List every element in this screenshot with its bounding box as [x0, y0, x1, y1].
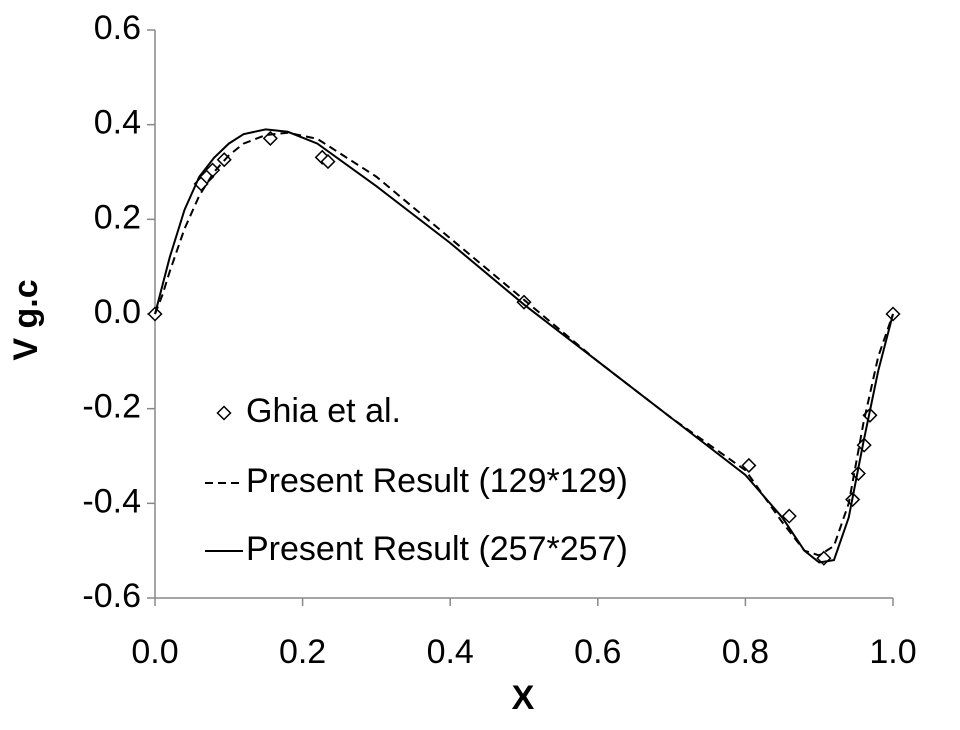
data-point — [314, 149, 330, 165]
y-axis-title: V g.c — [7, 279, 45, 360]
y-tick-label: -0.6 — [82, 577, 141, 615]
data-point — [516, 294, 532, 310]
legend-marker — [216, 405, 232, 421]
data-point — [741, 457, 757, 474]
legend-label: Present Result (257*257) — [246, 530, 628, 568]
legend-label: Present Result (129*129) — [246, 462, 628, 500]
y-tick-label: 0.6 — [94, 9, 141, 47]
x-tick-label: 1.0 — [869, 633, 916, 671]
y-tick-label: -0.4 — [82, 482, 141, 520]
x-axis-title: X — [512, 679, 535, 717]
data-point — [320, 154, 336, 170]
data-point — [856, 437, 872, 453]
y-tick-label: 0.0 — [94, 293, 141, 331]
data-point — [781, 508, 797, 524]
data-point — [850, 465, 866, 482]
y-tick-label: -0.2 — [82, 388, 141, 426]
x-tick-label: 0.6 — [574, 633, 621, 671]
x-tick-label: 0.2 — [279, 633, 326, 671]
x-tick-label: 0.8 — [722, 633, 769, 671]
y-tick-label: 0.2 — [94, 198, 141, 236]
data-line — [154, 128, 894, 564]
y-tick-label: 0.4 — [94, 104, 141, 142]
x-tick-label: 0.4 — [427, 633, 474, 671]
x-tick-label: 0.0 — [131, 633, 178, 671]
legend-label: Ghia et al. — [246, 392, 401, 430]
